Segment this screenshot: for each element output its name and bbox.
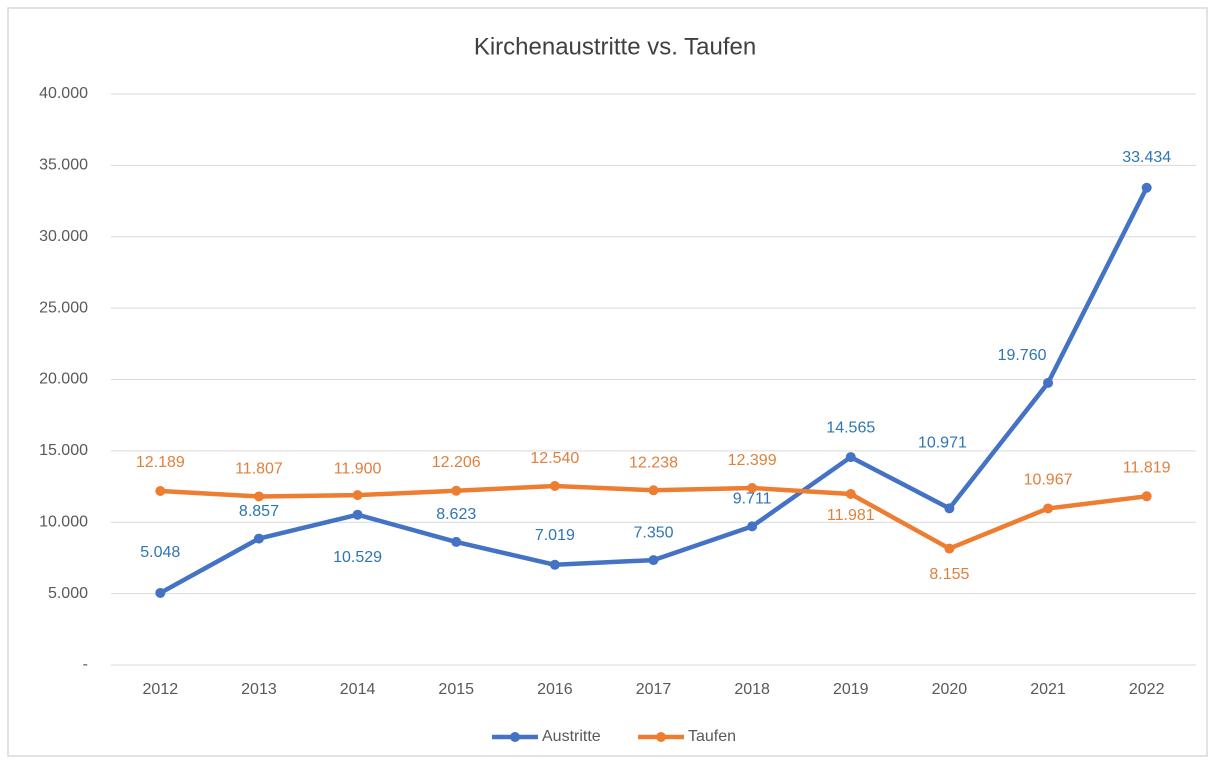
data-point <box>845 488 856 499</box>
data-label: 12.206 <box>432 454 481 471</box>
y-tick-label: 25.000 <box>39 299 88 316</box>
data-label: 9.711 <box>733 491 772 508</box>
y-tick-label: 20.000 <box>39 371 88 388</box>
data-label: 11.900 <box>334 460 382 477</box>
data-point <box>352 509 363 520</box>
data-label: 10.529 <box>333 549 382 566</box>
data-point <box>845 452 856 463</box>
data-point <box>451 536 462 547</box>
x-tick-label: 2015 <box>438 681 474 698</box>
data-point <box>1141 491 1152 502</box>
data-point <box>944 543 955 554</box>
data-point <box>1043 377 1054 388</box>
legend-marker <box>656 732 666 742</box>
x-tick-label: 2012 <box>143 681 179 698</box>
y-tick-label: 30.000 <box>39 228 88 245</box>
data-label: 10.967 <box>1024 472 1073 489</box>
y-tick-label: 40.000 <box>39 85 88 102</box>
data-label: 8.155 <box>929 566 969 583</box>
data-label: 14.565 <box>826 419 875 436</box>
data-point <box>747 483 758 494</box>
legend-label: Austritte <box>542 728 601 745</box>
data-label: 11.807 <box>235 461 283 478</box>
data-point <box>648 555 659 566</box>
data-point <box>155 486 166 497</box>
data-label: 7.019 <box>535 527 575 544</box>
data-point <box>352 490 363 501</box>
data-point <box>253 491 264 502</box>
x-tick-label: 2014 <box>340 681 376 698</box>
data-point <box>155 587 166 598</box>
data-point <box>747 521 758 532</box>
x-tick-label: 2022 <box>1129 681 1165 698</box>
data-label: 8.857 <box>239 503 279 520</box>
data-label: 33.434 <box>1122 149 1171 166</box>
data-label: 10.971 <box>918 435 967 452</box>
data-label: 19.760 <box>998 347 1047 364</box>
y-tick-label: 5.000 <box>48 585 88 602</box>
data-label: 12.540 <box>530 450 579 467</box>
chart-border <box>7 7 1208 757</box>
y-tick-label: 10.000 <box>39 513 88 530</box>
y-tick-label: 35.000 <box>39 157 88 174</box>
x-tick-label: 2018 <box>734 681 770 698</box>
chart-title: Kirchenaustritte vs. Taufen <box>474 33 756 60</box>
data-point <box>451 485 462 496</box>
data-label: 5.048 <box>140 544 180 561</box>
data-label: 12.399 <box>728 452 777 469</box>
y-tick-label: - <box>83 656 88 673</box>
data-label: 8.623 <box>436 506 476 523</box>
data-point <box>1043 503 1054 514</box>
data-point <box>1141 182 1152 193</box>
x-tick-label: 2016 <box>537 681 573 698</box>
x-tick-label: 2019 <box>833 681 869 698</box>
x-tick-label: 2013 <box>241 681 277 698</box>
data-point <box>549 559 560 570</box>
data-label: 11.981 <box>827 507 875 524</box>
x-tick-label: 2017 <box>636 681 672 698</box>
legend-label: Taufen <box>688 728 736 745</box>
data-point <box>253 533 264 544</box>
data-label: 12.189 <box>136 454 185 471</box>
data-label: 12.238 <box>629 455 678 472</box>
data-point <box>549 480 560 491</box>
x-tick-label: 2020 <box>932 681 968 698</box>
x-tick-label: 2021 <box>1030 681 1066 698</box>
y-tick-label: 15.000 <box>39 442 88 459</box>
data-point <box>944 503 955 514</box>
data-label: 11.819 <box>1123 460 1171 477</box>
legend-marker <box>510 732 520 742</box>
data-label: 7.350 <box>633 524 673 541</box>
data-point <box>648 485 659 496</box>
